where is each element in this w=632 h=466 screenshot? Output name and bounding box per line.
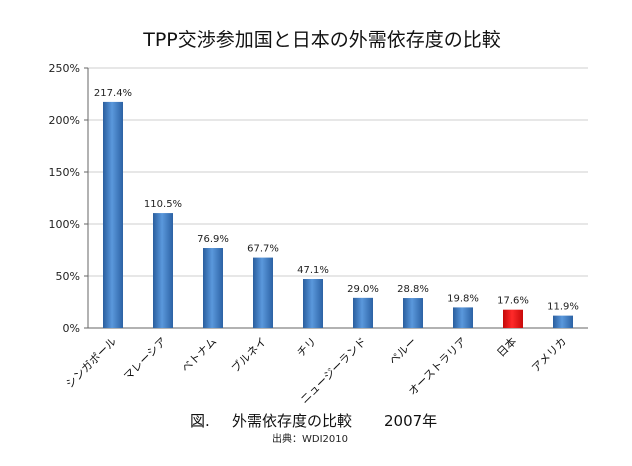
bars xyxy=(103,101,573,329)
x-tick-label: アメリカ xyxy=(529,335,569,375)
x-tick-label: シンガポール xyxy=(63,335,119,391)
data-label: 29.0% xyxy=(347,284,379,295)
caption-text: 外需依存度の比較 xyxy=(232,412,352,430)
y-tick-label: 200% xyxy=(49,114,80,127)
bar xyxy=(103,101,123,329)
y-axis: 0% 50% 100% 150% 200% 250% xyxy=(49,62,88,335)
x-tick-label: 日本 xyxy=(494,334,519,359)
data-label: 76.9% xyxy=(197,234,229,245)
data-label: 217.4% xyxy=(94,88,132,99)
bar xyxy=(303,279,323,328)
y-tick-label: 250% xyxy=(49,62,80,75)
caption-year: 2007年 xyxy=(384,412,437,430)
data-labels: 217.4% 110.5% 76.9% 67.7% 47.1% 29.0% 28.8% 19.… xyxy=(94,88,579,313)
bar xyxy=(253,257,273,328)
x-tick-label: チリ xyxy=(294,335,319,360)
bar xyxy=(453,307,473,328)
data-label: 19.8% xyxy=(447,293,479,304)
data-label: 28.8% xyxy=(397,284,429,295)
bar xyxy=(353,297,373,328)
bar xyxy=(403,298,423,328)
data-label: 47.1% xyxy=(297,265,329,276)
bar xyxy=(553,315,573,328)
x-tick-label: ブルネイ xyxy=(228,334,269,375)
y-tick-label: 0% xyxy=(63,322,80,335)
bar xyxy=(203,248,223,328)
chart-title: TPP交渉参加国と日本の外需依存度の比較 xyxy=(142,29,501,51)
figure-caption: 図. 外需依存度の比較 2007年 xyxy=(190,412,437,430)
caption-figure: 図. xyxy=(190,412,210,430)
data-label: 11.9% xyxy=(547,302,579,313)
category-labels: シンガポール マレーシア ベトナム ブルネイ チリニュージーランド ペルーオーストラリア日… xyxy=(63,334,569,406)
y-tick-label: 150% xyxy=(49,166,80,179)
data-label: 110.5% xyxy=(144,199,182,210)
bar xyxy=(503,309,523,328)
x-tick-label: ベトナム xyxy=(179,335,219,375)
bar xyxy=(153,213,173,328)
source-note: 出典：WDI2010 xyxy=(272,432,348,445)
y-tick-label: 50% xyxy=(56,270,80,283)
data-label: 67.7% xyxy=(247,244,279,255)
y-tick-label: 100% xyxy=(49,218,80,231)
x-tick-label: ペルー xyxy=(387,335,420,368)
data-label: 17.6% xyxy=(497,296,529,307)
x-tick-label: マレーシア xyxy=(121,335,169,383)
